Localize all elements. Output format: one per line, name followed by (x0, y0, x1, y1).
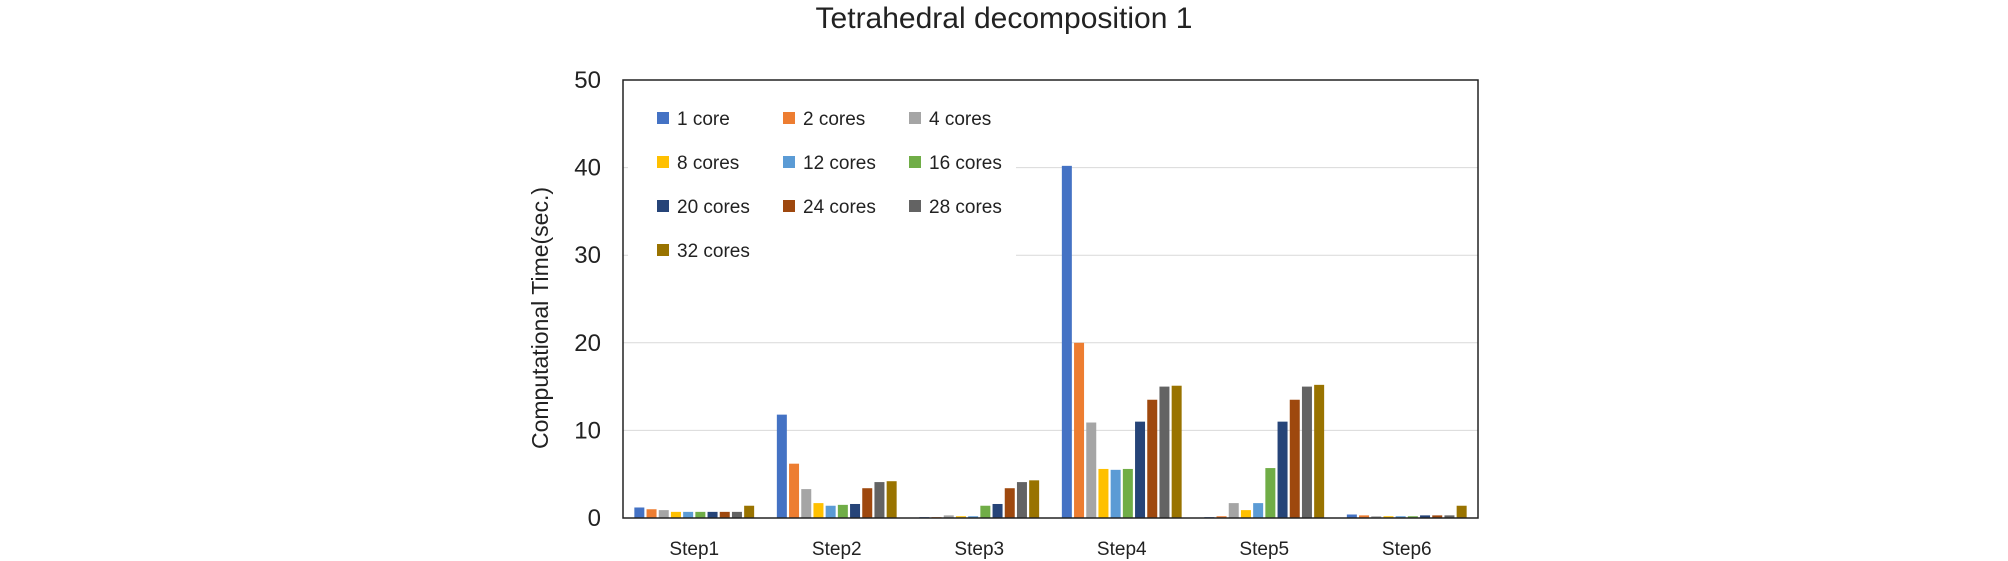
y-tick-label: 20 (574, 330, 601, 357)
y-tick-label: 10 (574, 417, 601, 444)
bar (1122, 468, 1133, 518)
bar (1061, 165, 1072, 518)
bar (1265, 468, 1276, 518)
bar (1314, 384, 1325, 518)
bar (850, 503, 861, 518)
legend-swatch (657, 156, 669, 168)
bar (719, 511, 730, 518)
bar (1004, 488, 1015, 518)
legend-swatch (783, 200, 795, 212)
bar (1110, 469, 1121, 518)
x-tick-label: Step5 (1239, 539, 1289, 560)
bar (1016, 482, 1027, 518)
legend: 1 core 2 cores 4 cores 8 cores 12 cores 16 co… (628, 84, 1016, 274)
bar (980, 505, 991, 518)
bar (955, 516, 966, 518)
bar (825, 505, 836, 518)
bar (1420, 515, 1431, 518)
bar (862, 488, 873, 518)
chart-title: Tetrahedral decomposition 1 (816, 2, 1193, 35)
bar (874, 482, 885, 518)
legend-swatch (657, 244, 669, 256)
legend-label: 20 cores (677, 197, 750, 218)
bar (1029, 480, 1040, 518)
bar (1456, 505, 1467, 518)
bar (1253, 503, 1264, 518)
legend-label: 1 core (677, 109, 730, 130)
bar (707, 511, 718, 518)
legend-label: 28 cores (929, 197, 1002, 218)
legend-swatch (657, 112, 669, 124)
bar (695, 511, 706, 518)
legend-swatch (909, 200, 921, 212)
bars (634, 165, 1467, 518)
legend-label: 24 cores (803, 197, 876, 218)
x-tick-label: Step2 (812, 539, 862, 560)
bar (1240, 510, 1251, 518)
legend-swatch (657, 200, 669, 212)
legend-label: 8 cores (677, 153, 739, 174)
legend-label: 12 cores (803, 153, 876, 174)
bar (1346, 514, 1357, 518)
bar (634, 507, 645, 518)
bar (1359, 515, 1370, 518)
bar (968, 516, 979, 518)
bar (1432, 515, 1443, 518)
x-axis-ticks: Step1 Step2 Step3 Step4 Step5 Step6 (669, 539, 1431, 560)
bar (658, 510, 669, 518)
bar (992, 503, 1003, 518)
bar (789, 463, 800, 518)
plot-area-frame (622, 79, 1479, 519)
x-tick-label: Step3 (954, 539, 1004, 560)
bar (886, 481, 897, 518)
y-tick-label: 30 (574, 242, 601, 269)
bar (1171, 385, 1182, 518)
bar (1289, 399, 1300, 518)
legend-swatch (909, 112, 921, 124)
bar (1159, 386, 1170, 518)
bar (683, 511, 694, 518)
bar (776, 414, 787, 518)
bar (1086, 422, 1097, 518)
legend-label: 4 cores (929, 109, 991, 130)
legend-swatch (909, 156, 921, 168)
bar (1395, 516, 1406, 518)
x-tick-label: Step4 (1097, 539, 1147, 560)
legend-label: 2 cores (803, 109, 865, 130)
bar (1074, 342, 1085, 518)
x-tick-label: Step1 (669, 539, 719, 560)
bar (943, 515, 954, 518)
legend-label: 32 cores (677, 241, 750, 262)
y-tick-label: 50 (574, 67, 601, 94)
bar (670, 511, 681, 518)
y-axis-label: Computational Time(sec.) (527, 187, 553, 449)
legend-background (628, 84, 1016, 274)
bar (1135, 421, 1146, 518)
bar (1216, 516, 1227, 518)
y-axis-ticks: 0 10 20 30 40 50 (574, 67, 601, 532)
y-tick-label: 0 (588, 505, 601, 532)
bar (813, 503, 824, 518)
legend-swatch (783, 156, 795, 168)
bar (1371, 516, 1382, 518)
bar (1228, 503, 1239, 518)
bar (1444, 515, 1455, 518)
x-tick-label: Step6 (1382, 539, 1432, 560)
bar (1277, 421, 1288, 518)
bar (1301, 386, 1312, 518)
bar (1147, 399, 1158, 518)
legend-label: 16 cores (929, 153, 1002, 174)
bar (1383, 516, 1394, 518)
bar (744, 505, 755, 518)
y-tick-label: 40 (574, 155, 601, 182)
bar (801, 489, 812, 518)
bar (731, 511, 742, 518)
bar (646, 509, 657, 518)
bar (1407, 516, 1418, 518)
legend-swatch (783, 112, 795, 124)
bar (1098, 468, 1109, 518)
bar (837, 504, 848, 518)
